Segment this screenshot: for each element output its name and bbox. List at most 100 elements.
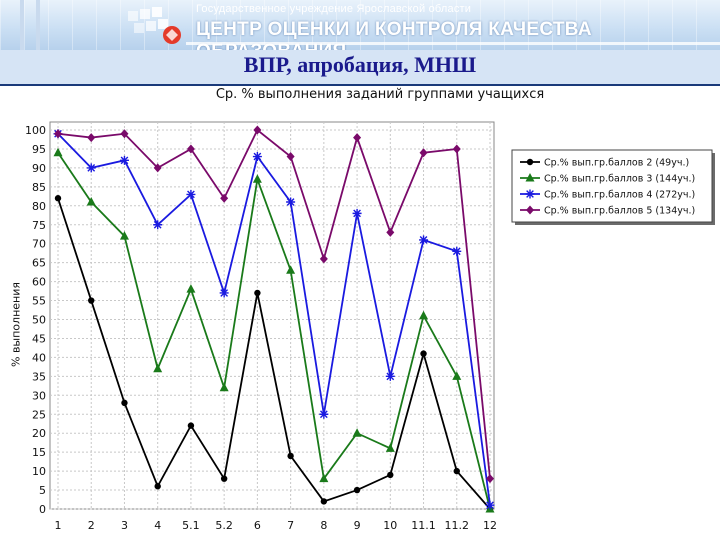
x-tick-label: 10	[383, 519, 397, 532]
y-tick-label: 25	[32, 408, 46, 421]
center-logo-icon	[128, 7, 181, 44]
point-marker	[287, 452, 294, 460]
plot-area	[49, 121, 495, 510]
point-marker	[485, 500, 495, 510]
point-marker	[219, 382, 229, 392]
y-tick-label: 15	[32, 446, 46, 459]
point-marker	[385, 443, 395, 452]
point-marker	[253, 125, 262, 135]
point-marker	[220, 193, 229, 203]
point-marker	[286, 152, 295, 162]
point-marker	[153, 163, 162, 173]
point-marker	[53, 147, 63, 157]
y-tick-label: 20	[32, 427, 46, 440]
legend-label: Ср.% вып.гр.баллов 4 (272уч.)	[544, 190, 695, 201]
point-marker	[186, 189, 196, 199]
y-tick-label: 30	[32, 389, 46, 402]
y-tick-label: 95	[32, 143, 46, 156]
point-marker	[387, 471, 394, 479]
point-marker	[419, 148, 428, 158]
point-marker	[120, 129, 129, 139]
point-marker	[353, 486, 361, 494]
point-marker	[352, 208, 362, 218]
series-line	[57, 197, 491, 510]
point-marker	[353, 133, 362, 143]
point-marker	[419, 235, 429, 245]
point-marker	[320, 498, 328, 505]
y-tick-label: 60	[32, 276, 46, 289]
header-banner: Государственное учреждение Ярославской о…	[0, 0, 720, 50]
point-marker	[219, 288, 229, 298]
legend-label: Ср.% вып.гр.баллов 5 (134уч.)	[544, 206, 695, 217]
y-tick-label: 10	[32, 465, 46, 478]
org-subtitle: Государственное учреждение Ярославской о…	[196, 3, 472, 15]
point-marker	[187, 422, 195, 429]
point-marker	[319, 473, 329, 483]
point-marker	[286, 265, 296, 274]
point-marker	[385, 371, 395, 381]
point-marker	[121, 399, 128, 407]
point-marker	[86, 197, 96, 206]
y-tick-label: 85	[32, 181, 46, 194]
point-marker	[220, 475, 228, 482]
y-tick-label: 45	[32, 332, 46, 345]
title-band	[0, 50, 720, 84]
point-marker	[119, 231, 129, 240]
x-tick-label: 2	[88, 519, 95, 532]
point-marker	[252, 152, 262, 162]
point-marker	[420, 350, 427, 357]
point-marker	[526, 205, 534, 215]
y-tick-label: 50	[32, 314, 46, 327]
point-marker	[54, 129, 62, 139]
point-marker	[319, 409, 329, 419]
x-tick-label: 11.2	[445, 519, 470, 532]
point-marker	[525, 189, 535, 199]
y-tick-label: 100	[25, 124, 46, 137]
x-tick-label: 1	[55, 519, 62, 532]
decor-bar-left	[20, 0, 24, 82]
y-tick-label: 75	[32, 219, 46, 232]
legend-label: Ср.% вып.гр.баллов 3 (144уч.)	[544, 174, 695, 185]
point-marker	[153, 220, 163, 230]
y-tick-label: 5	[39, 484, 46, 497]
banner-underline	[186, 42, 720, 45]
point-marker	[352, 428, 362, 437]
point-marker	[154, 483, 161, 490]
y-tick-label: 90	[32, 162, 46, 175]
x-tick-label: 5.2	[215, 519, 233, 532]
point-marker	[153, 363, 163, 373]
x-tick-label: 5.1	[182, 519, 200, 532]
point-marker	[452, 246, 462, 256]
point-marker	[54, 195, 62, 202]
banner-pattern	[0, 0, 720, 50]
x-tick-label: 7	[287, 519, 294, 532]
page-title: ВПР, апробация, МНШ	[243, 52, 477, 77]
org-title: ЦЕНТР ОЦЕНКИ И КОНТРОЛЯ КАЧЕСТВА ОБРАЗОВ…	[196, 19, 592, 50]
title-divider	[0, 84, 720, 86]
x-tick-label: 4	[154, 519, 161, 532]
x-tick-label: 3	[121, 519, 128, 532]
x-tick-label: 6	[254, 519, 261, 532]
point-marker	[525, 173, 535, 182]
x-tick-label: 8	[320, 519, 327, 532]
point-marker	[86, 163, 96, 173]
legend-box	[511, 149, 713, 223]
point-marker	[254, 289, 261, 297]
legend-label: Ср.% вып.гр.баллов 2 (49уч.)	[544, 158, 689, 169]
point-marker	[386, 227, 395, 237]
series-line	[57, 133, 491, 506]
y-tick-label: 55	[32, 295, 46, 308]
point-marker	[119, 155, 129, 165]
point-marker	[452, 144, 461, 154]
point-marker	[87, 133, 96, 143]
point-marker	[88, 297, 95, 304]
point-marker	[453, 467, 460, 475]
point-marker	[486, 474, 494, 484]
x-tick-label: 12	[483, 519, 497, 532]
y-tick-label: 40	[32, 351, 46, 364]
y-tick-label: 0	[39, 503, 46, 516]
series-line	[57, 128, 491, 479]
decor-bar-right	[36, 0, 40, 82]
x-tick-label: 11.1	[411, 519, 436, 532]
y-tick-label: 80	[32, 200, 46, 213]
